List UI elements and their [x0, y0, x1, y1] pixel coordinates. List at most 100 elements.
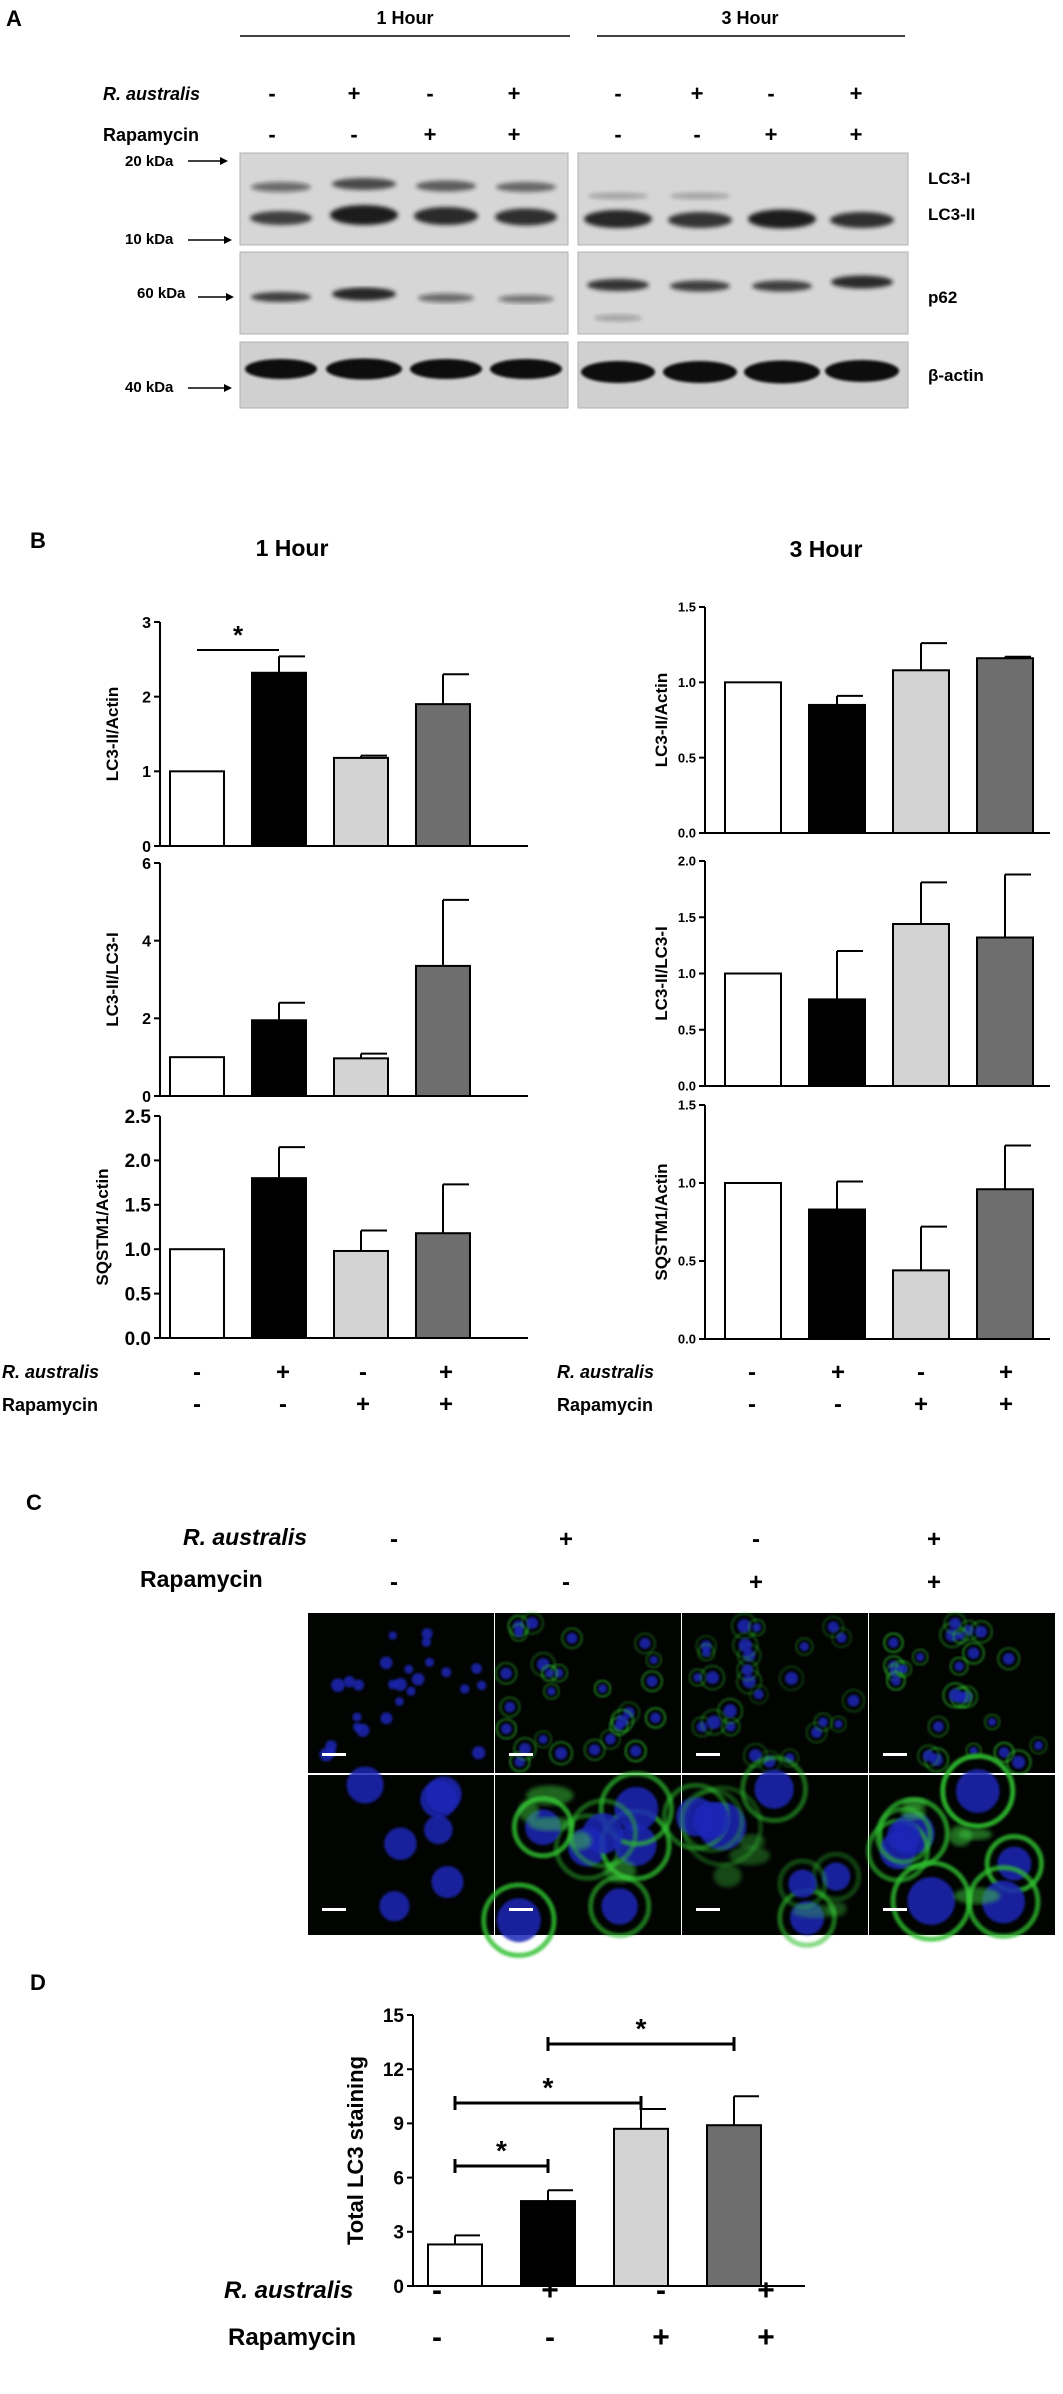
treatment-label-r-australis: R. australis — [103, 84, 200, 104]
significance-star: * — [496, 2135, 507, 2166]
y-tick-label: 0.5 — [678, 1022, 696, 1037]
c-r-australis-label: R. australis — [183, 1524, 307, 1550]
rapamycin-sign: + — [850, 122, 863, 147]
bar-3 — [333, 1249, 389, 1339]
panel-b-title-3h: 3 Hour — [790, 536, 863, 562]
r-australis-sign: - — [748, 1359, 756, 1386]
y-tick-label: 0.5 — [678, 1254, 696, 1269]
kda-60-label: 60 kDa — [137, 285, 186, 302]
y-tick-label: 1.5 — [678, 1098, 696, 1113]
r-australis-sign: + — [831, 1359, 845, 1386]
bar-1 — [724, 681, 782, 834]
b-left-treatment-signs: - - + - - + + + — [193, 1359, 453, 1418]
y-tick-label: 6 — [393, 2168, 404, 2189]
rapamycin-sign: - — [562, 1569, 570, 1596]
b-left-rapamycin-label: Rapamycin — [2, 1395, 98, 1415]
chart-3h-lc3ii-actin: 0.0 0.5 1.0 1.5 LC3-II/Actin — [652, 600, 1050, 841]
bar-3 — [892, 923, 950, 1087]
scale-bar — [322, 1908, 346, 1911]
scale-bar — [509, 1908, 533, 1911]
kda-markers: 20 kDa 10 kDa 60 kDa 40 kDa — [125, 153, 234, 396]
y-tick-label: 0 — [142, 1089, 151, 1106]
treatment-signs-1h: - - + - - + + + — [268, 81, 520, 147]
chart-3h-lc3ii-lc3i: 0.0 0.5 1.0 1.5 2.0 LC3-II/LC3-I — [652, 854, 1050, 1094]
y-tick-label: 0.0 — [678, 1079, 696, 1094]
band-label-lc3-i: LC3-I — [928, 169, 971, 188]
bar-2 — [251, 1019, 307, 1098]
treatment-label-rapamycin: Rapamycin — [103, 125, 199, 145]
y-tick-label: 1.5 — [678, 600, 696, 615]
y-axis-label: LC3-II/LC3-I — [652, 926, 671, 1020]
r-australis-sign: - — [752, 1526, 760, 1553]
r-australis-sign: - — [268, 81, 275, 106]
r-australis-sign: + — [276, 1359, 290, 1386]
r-australis-sign: - — [193, 1359, 201, 1386]
rapamycin-sign: + — [927, 1569, 941, 1596]
bar-2 — [808, 1208, 866, 1341]
y-tick-label: 0.0 — [678, 1332, 696, 1347]
r-australis-sign: + — [541, 2274, 559, 2307]
rapamycin-sign: + — [757, 2321, 775, 2354]
blot-lc3-3h — [577, 152, 909, 246]
y-tick-label: 2.0 — [125, 1151, 151, 1172]
bar-3 — [892, 1269, 950, 1340]
panel-a-letter: A — [6, 6, 22, 31]
y-tick-label: 12 — [383, 2060, 404, 2081]
rapamycin-sign: + — [914, 1391, 928, 1418]
chart-1h-lc3ii-lc3i: 0 2 4 6 LC3-II/LC3-I — [103, 856, 528, 1106]
r-australis-sign: + — [999, 1359, 1013, 1386]
bar-3 — [613, 2127, 669, 2288]
header-1-hour: 1 Hour — [376, 8, 433, 28]
y-tick-label: 1.5 — [125, 1196, 152, 1217]
r-australis-sign: - — [767, 81, 774, 106]
r-australis-sign: + — [439, 1359, 453, 1386]
bar-3 — [892, 669, 950, 835]
y-tick-label: 1.0 — [125, 1240, 151, 1261]
scale-bar — [696, 1908, 720, 1911]
chart-1h-sqstm1-actin: 0.0 0.5 1.0 1.5 2.0 2.5 SQSTM1/Actin — [93, 1107, 528, 1350]
blot-actin-3h — [577, 341, 909, 409]
rapamycin-sign: - — [390, 1569, 398, 1596]
y-tick-label: 0 — [393, 2277, 404, 2298]
significance-star: * — [543, 2072, 554, 2103]
bar-4 — [415, 1232, 471, 1339]
rapamycin-sign: + — [765, 122, 778, 147]
b-right-r-australis-label: R. australis — [557, 1362, 654, 1382]
y-axis-label: SQSTM1/Actin — [93, 1168, 112, 1285]
c-rapamycin-label: Rapamycin — [140, 1566, 263, 1592]
bar-2 — [520, 2200, 576, 2287]
bar-4 — [976, 1188, 1034, 1340]
r-australis-sign: + — [927, 1526, 941, 1553]
chart-1h-lc3ii-actin: 0 1 2 3 LC3-II/Actin * — [103, 615, 528, 856]
y-tick-label: 0.0 — [678, 826, 696, 841]
panel-b-title-1h: 1 Hour — [256, 535, 329, 561]
kda-40-label: 40 kDa — [125, 379, 174, 396]
r-australis-sign: + — [559, 1526, 573, 1553]
scale-bar — [322, 1753, 346, 1756]
panel-d-letter: D — [30, 1970, 46, 1995]
blot-lc3-1h — [239, 152, 569, 246]
scale-bar — [509, 1753, 533, 1756]
y-tick-label: 1.0 — [678, 675, 696, 690]
y-tick-label: 0.0 — [125, 1329, 151, 1350]
rapamycin-sign: + — [652, 2321, 670, 2354]
y-axis-label: Total LC3 staining — [343, 2056, 368, 2245]
band-label-p62: p62 — [928, 288, 957, 307]
rapamycin-sign: - — [432, 2321, 442, 2354]
panel-c-letter: C — [26, 1490, 42, 1515]
r-australis-sign: - — [426, 81, 433, 106]
y-tick-label: 2.5 — [125, 1107, 152, 1128]
r-australis-sign: - — [614, 81, 621, 106]
blot-p62-1h — [239, 251, 569, 335]
rapamycin-sign: + — [424, 122, 437, 147]
bar-4 — [415, 703, 471, 848]
b-right-treatment-signs: - - + - - + + + — [748, 1359, 1013, 1418]
band-label-lc3-ii: LC3-II — [928, 205, 975, 224]
rapamycin-sign: - — [748, 1391, 756, 1418]
d-treatment-signs: - - + - - + + + — [432, 2274, 775, 2354]
bar-2 — [808, 998, 866, 1087]
header-3-hour: 3 Hour — [721, 8, 778, 28]
y-tick-label: 2.0 — [678, 854, 696, 869]
y-tick-label: 9 — [393, 2114, 404, 2135]
